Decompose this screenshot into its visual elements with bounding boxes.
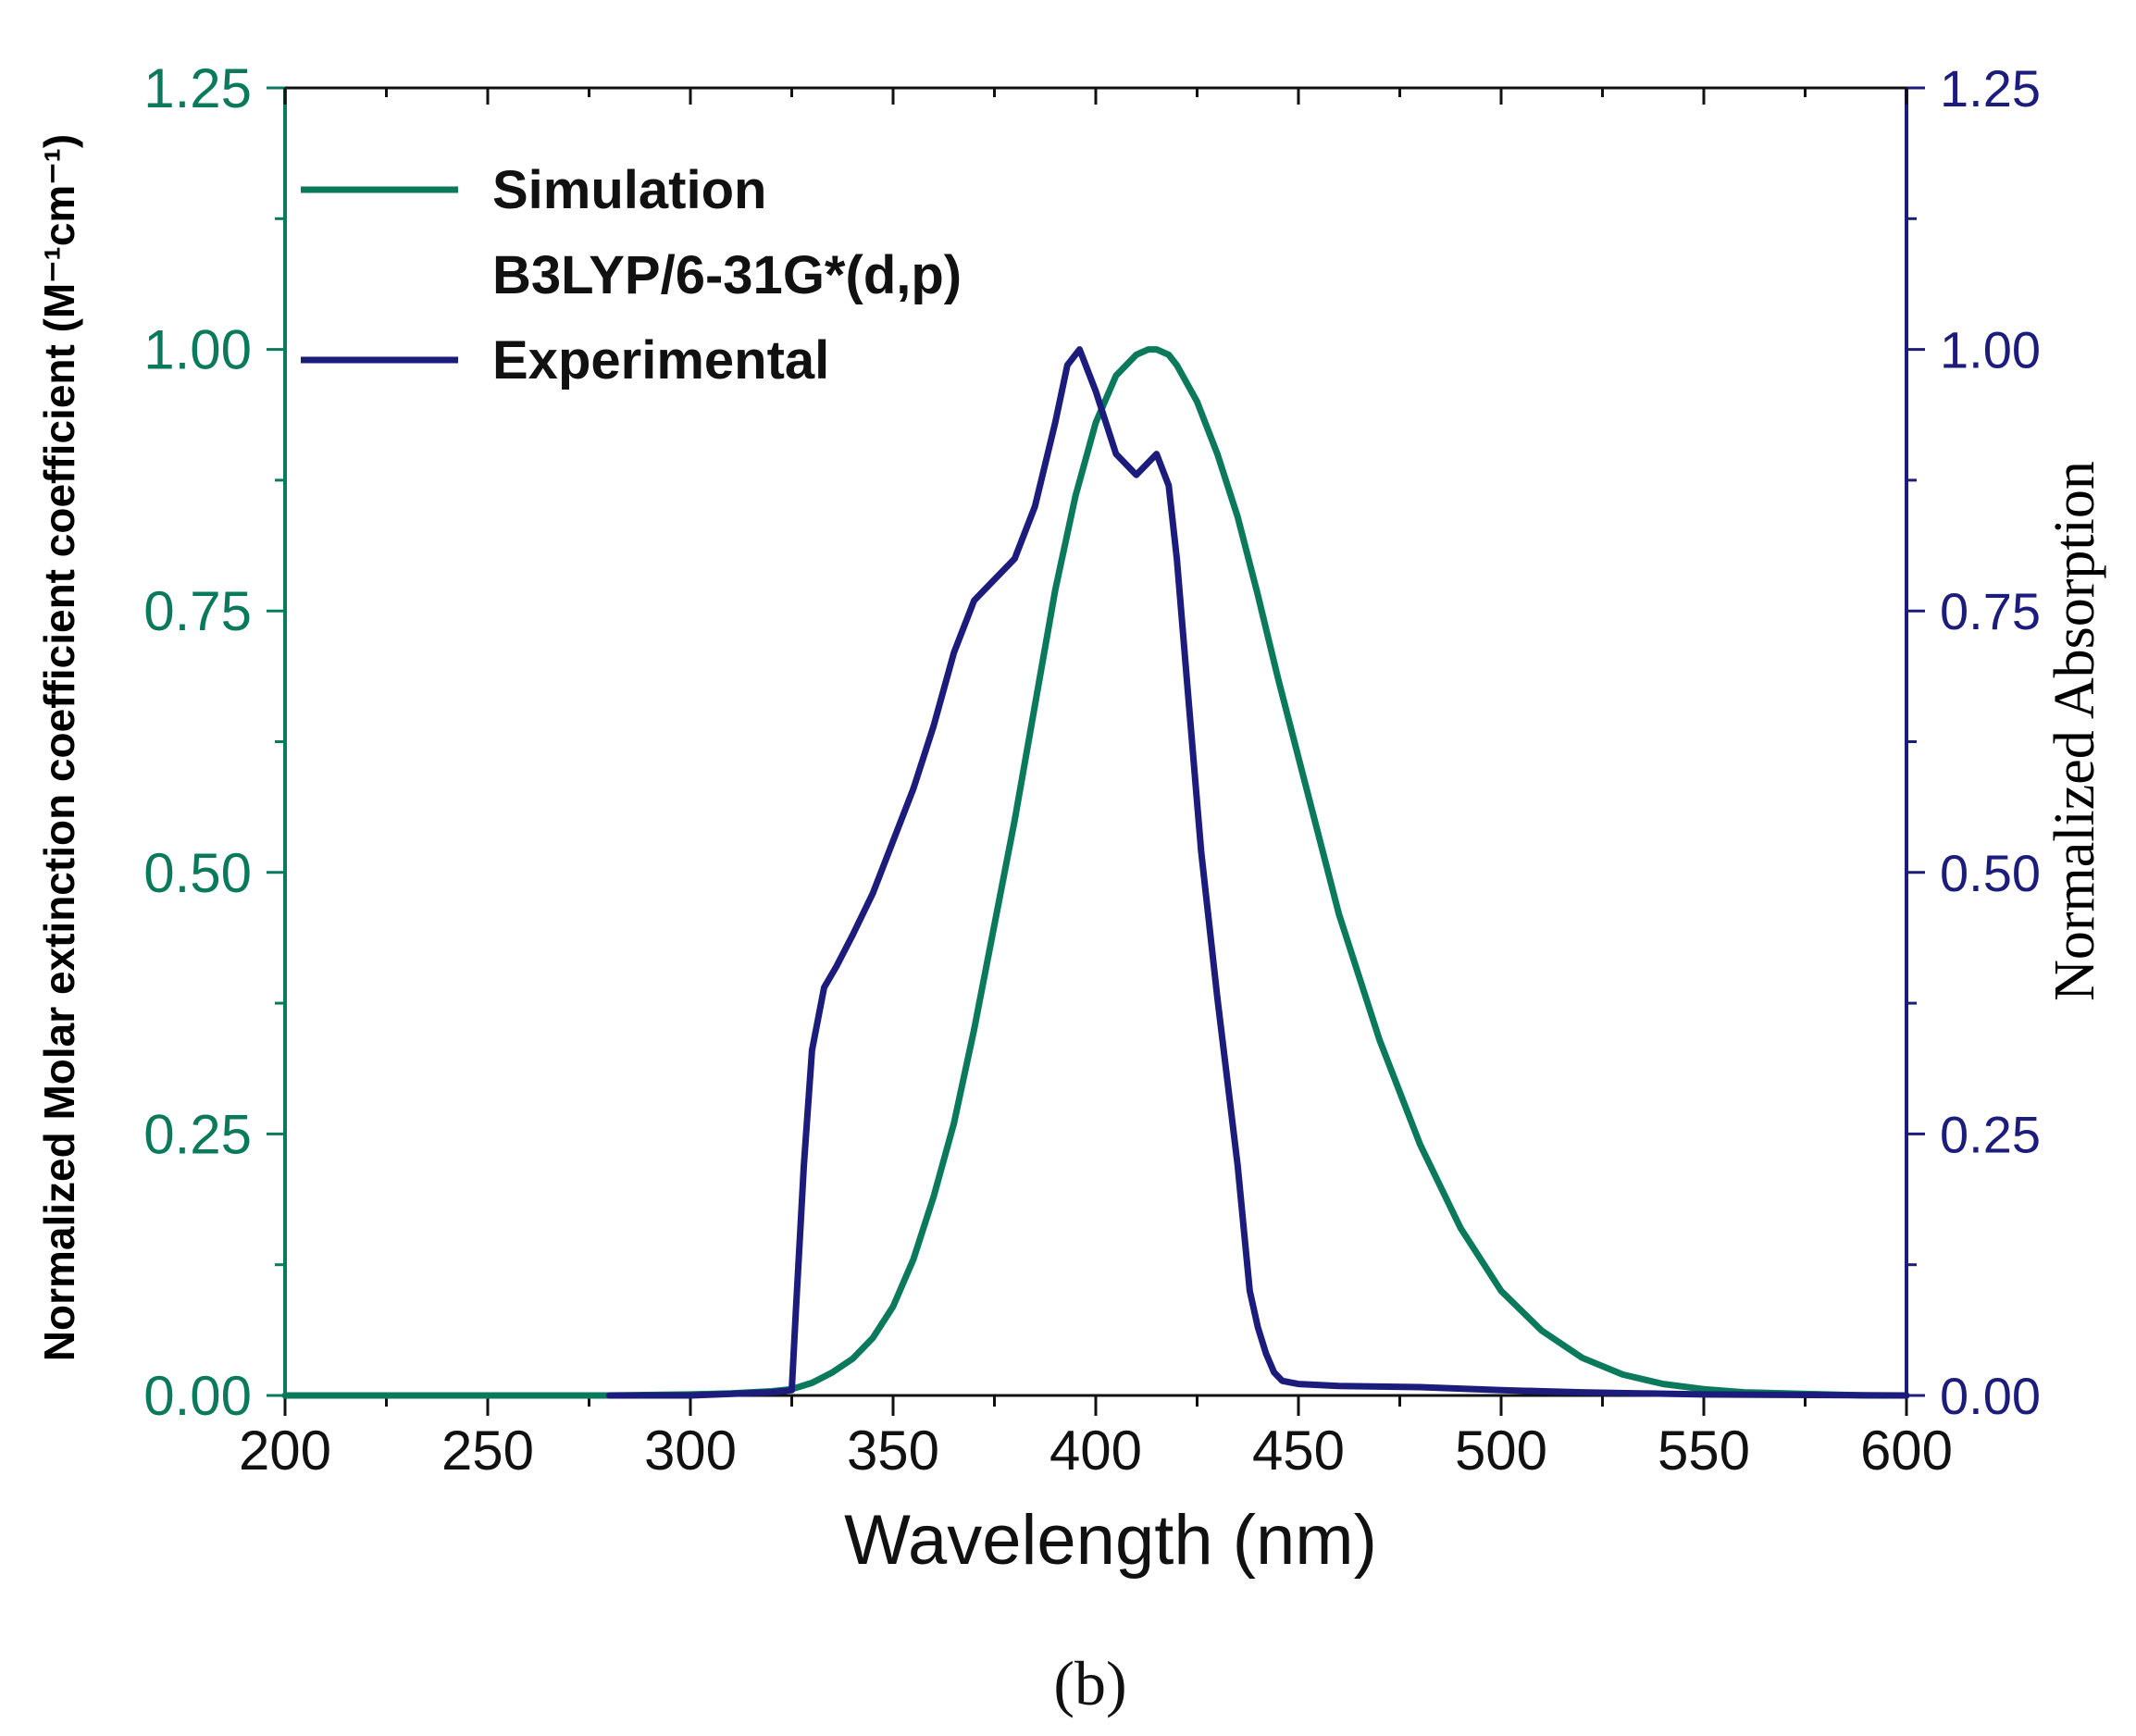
series-layer [281,346,1910,1399]
x-tick-label: 250 [441,1420,534,1482]
left-axis-label: Normalized Molar extinction coefficient … [35,134,83,1362]
left-tick-label: 1.25 [143,57,252,119]
right-tick-label: 0.00 [1940,1367,2041,1425]
right-tick-label: 0.75 [1940,582,2041,640]
legend-label: B3LYP/6-31G*(d,p) [492,245,962,305]
x-tick-label: 450 [1252,1420,1345,1482]
left-tick-label: 1.00 [143,319,252,381]
right-axis-label: Normalized Absorption [2043,461,2106,1001]
right-axis-ticks: 0.00 0.25 0.50 0.75 1.00 1.25 [1906,59,2041,1425]
simulation-line [281,346,1910,1399]
right-tick-label: 0.25 [1940,1105,2041,1163]
x-tick-label: 400 [1049,1420,1142,1482]
x-tick-label: 500 [1455,1420,1547,1482]
x-axis-label: Wavelength (nm) [844,1501,1377,1580]
left-tick-label: 0.50 [143,842,252,904]
left-axis-ticks: 0.00 0.25 0.50 0.75 1.00 1.25 [143,57,285,1427]
right-tick-label: 0.50 [1940,844,2041,902]
right-tick-label: 1.00 [1940,321,2041,379]
x-axis-ticks: 200 250 300 350 400 450 500 550 600 [239,88,1953,1482]
experimental-line [605,346,1910,1399]
right-tick-label: 1.25 [1940,59,2041,118]
panel-label: (b) [1053,1648,1126,1718]
legend-label: Simulation [492,160,766,220]
x-tick-label: 200 [239,1420,331,1482]
left-tick-label: 0.25 [143,1103,252,1165]
legend: Simulation B3LYP/6-31G*(d,p) Experimental [301,160,962,391]
x-tick-label: 350 [847,1420,939,1482]
left-tick-label: 0.00 [143,1365,252,1427]
x-tick-label: 550 [1658,1420,1750,1482]
left-tick-label: 0.75 [143,580,252,642]
x-tick-label: 300 [644,1420,737,1482]
x-tick-label: 600 [1860,1420,1953,1482]
legend-label: Experimental [492,330,829,391]
